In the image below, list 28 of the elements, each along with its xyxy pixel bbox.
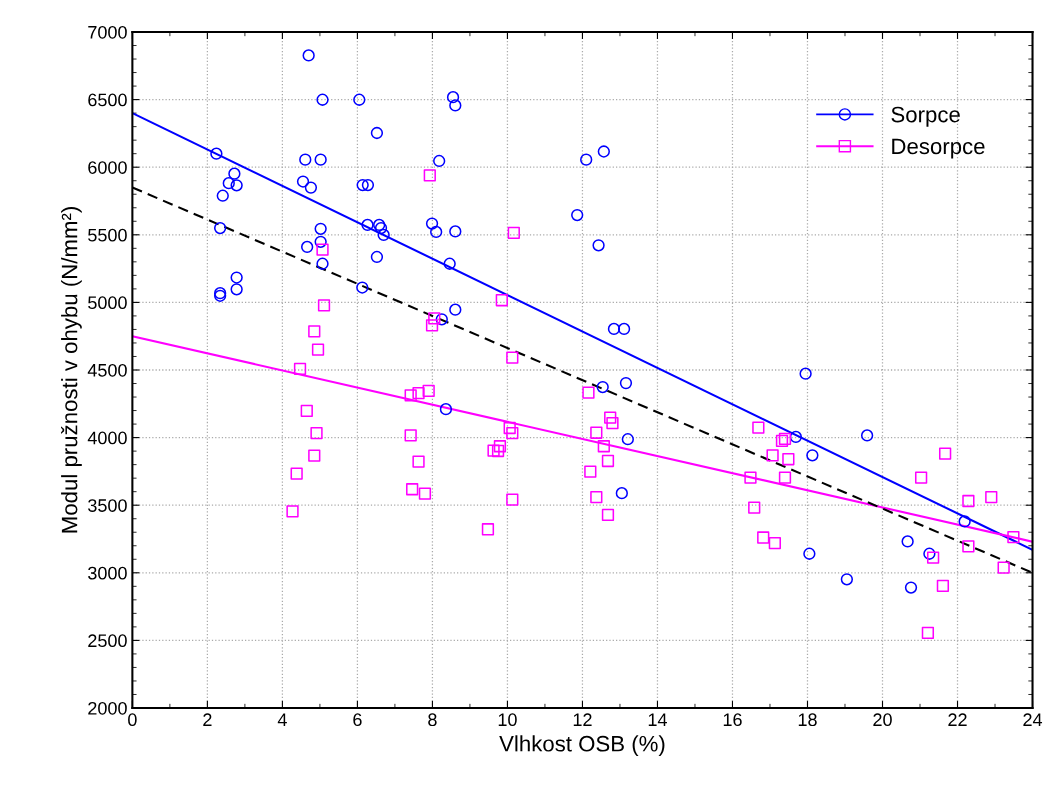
y-tick-label: 5000 bbox=[88, 296, 127, 310]
x-tick-label: 18 bbox=[798, 713, 817, 727]
x-tick-label: 14 bbox=[648, 713, 667, 726]
x-tick-label: 16 bbox=[723, 713, 742, 727]
y-tick-label: 3000 bbox=[88, 566, 127, 580]
x-tick-label: 24 bbox=[1023, 713, 1043, 726]
x-tick-label: 4 bbox=[277, 713, 287, 726]
legend-label: Desorpce bbox=[892, 138, 985, 159]
x-tick-label: 20 bbox=[873, 713, 892, 727]
y-tick-label: 2000 bbox=[88, 701, 127, 715]
y-tick-label: 4500 bbox=[87, 363, 127, 377]
y-tick-label: 5500 bbox=[88, 228, 127, 242]
x-tick-label: 8 bbox=[428, 713, 437, 727]
x-tick-label: 22 bbox=[948, 713, 967, 726]
x-tick-label: 0 bbox=[128, 713, 137, 727]
y-tick-label: 4000 bbox=[87, 431, 127, 445]
y-tick-label: 3500 bbox=[88, 499, 127, 512]
y-axis-title: Modul pružnosti v ohybu (N/mm²) bbox=[61, 207, 82, 533]
legend-label: Sorpce bbox=[891, 106, 960, 127]
x-tick-label: 10 bbox=[498, 713, 517, 727]
y-tick-label: 6500 bbox=[88, 93, 127, 107]
y-tick-label: 6000 bbox=[88, 161, 127, 174]
x-tick-label: 2 bbox=[203, 713, 212, 726]
x-axis-title: Vlhkost OSB (%) bbox=[499, 735, 665, 756]
x-tick-label: 6 bbox=[353, 713, 362, 727]
x-tick-label: 12 bbox=[573, 713, 592, 726]
y-tick-label: 2500 bbox=[88, 634, 127, 648]
y-tick-label: 7000 bbox=[88, 25, 127, 39]
